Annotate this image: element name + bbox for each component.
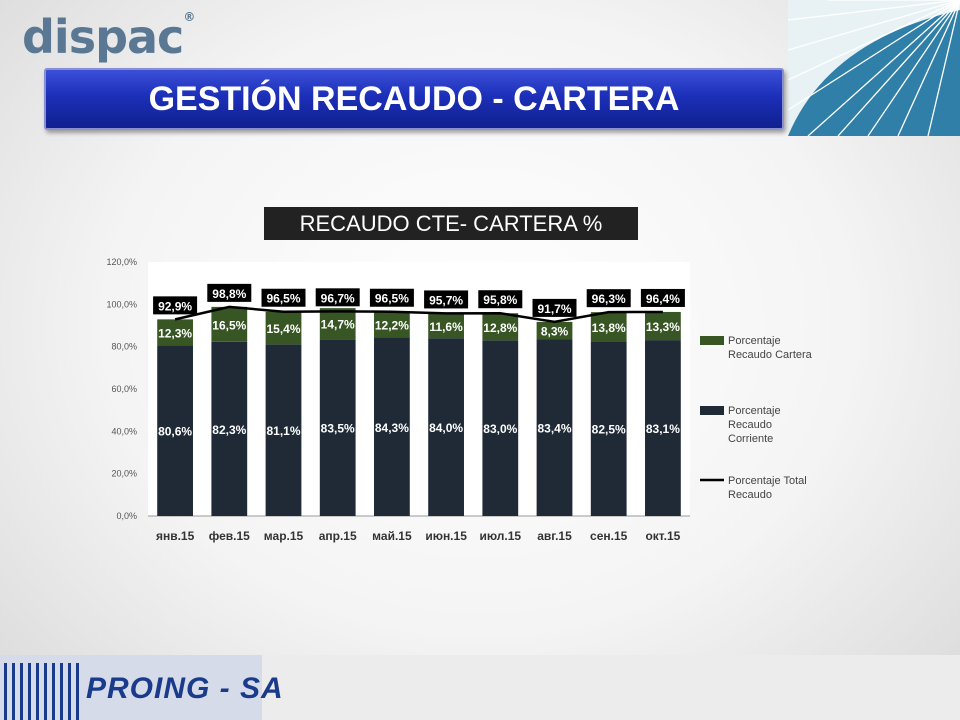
- x-tick-label: авг.15: [537, 529, 572, 543]
- total-label: 98,8%: [212, 287, 246, 301]
- x-tick-label: фев.15: [209, 529, 250, 543]
- bar-cartera-label: 12,3%: [158, 326, 192, 340]
- legend-swatch: [700, 336, 724, 345]
- bar-corriente: [374, 337, 410, 516]
- y-tick-label: 20,0%: [111, 469, 137, 479]
- bar-corriente-label: 82,3%: [212, 423, 246, 437]
- bar-cartera: [374, 311, 410, 338]
- legend-label: Recaudo: [728, 419, 772, 431]
- bar-corriente: [428, 338, 464, 516]
- bar-corriente: [645, 340, 681, 516]
- total-label-box: [261, 288, 306, 307]
- bar-corriente-label: 84,0%: [429, 421, 463, 435]
- bar-cartera: [428, 313, 464, 339]
- x-tick-label: июн.15: [425, 529, 467, 543]
- bar-corriente: [590, 341, 627, 516]
- y-tick-label: 40,0%: [111, 426, 137, 436]
- total-label: 96,5%: [375, 292, 409, 306]
- x-tick-label: апр.15: [319, 529, 357, 543]
- bar-corriente: [482, 340, 519, 516]
- legend-label: Porcentaje: [728, 405, 781, 417]
- total-label: 95,7%: [429, 293, 463, 307]
- bar-corriente-label: 80,6%: [158, 425, 192, 439]
- bar-corriente: [265, 344, 302, 516]
- bar-corriente-label: 81,1%: [266, 424, 300, 438]
- corner-decoration: [788, 0, 960, 136]
- total-label: 96,7%: [321, 291, 355, 305]
- stacked-bar-line-chart: 0,0% 20,0% 40,0% 60,0% 80,0% 100,0% 120,0% 80,6…: [106, 257, 813, 543]
- total-label-box: [153, 296, 198, 315]
- x-tick-label: янв.15: [156, 529, 195, 543]
- bar-cartera-label: 13,3%: [646, 320, 680, 334]
- footer-band: [262, 655, 960, 720]
- bar-corriente-label: 83,5%: [321, 422, 355, 436]
- bar-cartera-label: 13,8%: [592, 321, 626, 335]
- slide-title: GESTIÓN RECAUDO - CARTERA: [44, 68, 784, 130]
- total-label-box: [586, 289, 631, 308]
- total-label: 92,9%: [158, 299, 192, 313]
- total-label-box: [640, 288, 685, 307]
- x-tick-label: май.15: [372, 529, 412, 543]
- bar-corriente-label: 83,1%: [646, 422, 680, 436]
- legend-label: Porcentaje Total: [728, 475, 807, 487]
- bar-corriente-label: 82,5%: [592, 423, 626, 437]
- footer-stripes: [0, 655, 262, 720]
- x-tick-label: сен.15: [590, 529, 628, 543]
- bar-corriente: [536, 339, 573, 516]
- bar-cartera: [482, 313, 519, 341]
- y-tick-label: 80,0%: [111, 342, 137, 352]
- total-label-box: [369, 288, 414, 307]
- total-label-box: [207, 283, 252, 302]
- legend-label: Recaudo: [728, 489, 772, 501]
- bar-cartera: [157, 319, 193, 346]
- total-label: 95,8%: [483, 293, 517, 307]
- legend-label: Porcentaje: [728, 335, 781, 347]
- legend-label: Recaudo Cartera: [728, 349, 813, 361]
- total-label-box: [424, 290, 469, 309]
- bar-corriente-label: 83,4%: [537, 422, 571, 436]
- bar-cartera-label: 14,7%: [321, 318, 355, 332]
- bar-cartera: [265, 311, 302, 345]
- proing-logo: PROING - SA: [86, 672, 284, 705]
- bar-corriente: [319, 339, 356, 516]
- bar-cartera-label: 12,8%: [483, 321, 517, 335]
- bar-corriente: [157, 345, 193, 516]
- legend-label: Corriente: [728, 433, 773, 445]
- bar-cartera: [645, 311, 681, 341]
- bar-cartera: [211, 306, 248, 342]
- bar-cartera-label: 11,6%: [429, 320, 463, 334]
- chart-title: RECAUDO CTE- CARTERA %: [264, 207, 638, 240]
- total-label: 96,3%: [592, 292, 626, 306]
- x-tick-label: июл.15: [479, 529, 521, 543]
- bar-cartera-label: 16,5%: [212, 318, 246, 332]
- x-tick-label: мар.15: [264, 529, 304, 543]
- bar-cartera: [536, 321, 573, 340]
- total-line: [174, 305, 663, 324]
- y-tick-label: 60,0%: [111, 384, 137, 394]
- total-label-box: [315, 288, 360, 307]
- total-label-box: [478, 290, 523, 309]
- y-tick-label: 120,0%: [106, 257, 137, 267]
- dispac-logo: dispac®: [22, 10, 195, 64]
- bar-corriente: [211, 341, 248, 516]
- total-label-box: [532, 298, 577, 317]
- bar-cartera: [590, 312, 627, 342]
- x-tick-label: окт.15: [645, 529, 680, 543]
- total-label: 96,5%: [266, 292, 300, 306]
- y-tick-label: 100,0%: [106, 299, 137, 309]
- total-label: 91,7%: [537, 302, 571, 316]
- bar-corriente-label: 83,0%: [483, 422, 517, 436]
- bar-cartera: [319, 308, 356, 340]
- y-tick-label: 0,0%: [116, 511, 137, 521]
- bar-cartera-label: 15,4%: [266, 322, 300, 336]
- bar-cartera-label: 8,3%: [541, 325, 569, 339]
- legend-swatch: [700, 406, 724, 415]
- bar-corriente-label: 84,3%: [375, 421, 409, 435]
- bar-cartera-label: 12,2%: [375, 319, 409, 333]
- total-label: 96,4%: [646, 292, 680, 306]
